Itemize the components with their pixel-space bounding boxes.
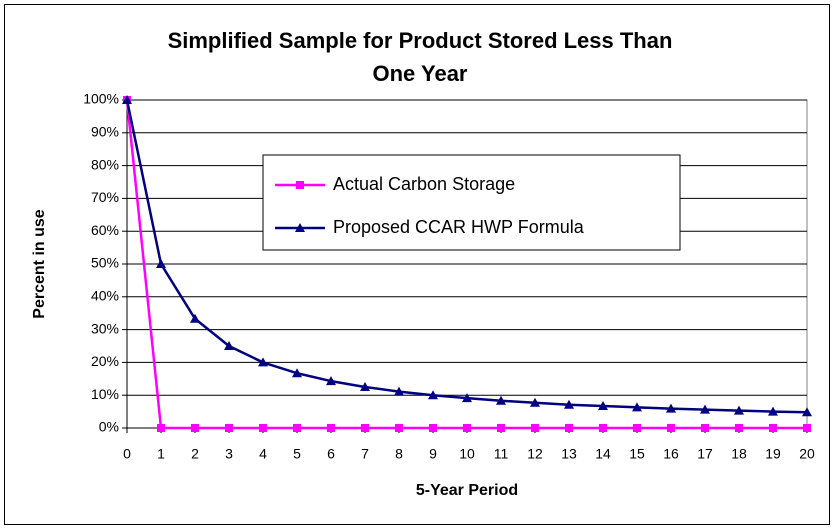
x-axis-label: 5-Year Period (416, 482, 518, 499)
y-tick-label: 60% (91, 222, 119, 238)
y-tick-label: 10% (91, 386, 119, 402)
legend (262, 154, 681, 251)
marker (428, 390, 438, 400)
marker (156, 259, 166, 268)
marker (803, 424, 811, 432)
legend-label: Proposed CCAR HWP Formula (333, 217, 585, 237)
y-tick-label: 30% (91, 320, 119, 336)
x-tick-label: 10 (459, 446, 475, 462)
marker (496, 395, 506, 405)
y-axis-label: Percent in use (31, 209, 48, 318)
marker (293, 424, 301, 432)
legend-label: Actual Carbon Storage (333, 174, 515, 194)
marker (565, 424, 573, 432)
y-tick-label: 100% (83, 91, 119, 107)
marker (530, 397, 540, 407)
marker (768, 406, 778, 416)
marker (769, 424, 777, 432)
x-tick-label: 18 (731, 446, 747, 462)
marker (531, 424, 539, 432)
y-tick-label: 70% (91, 189, 119, 205)
marker (701, 424, 709, 432)
marker (667, 424, 675, 432)
marker (191, 424, 199, 432)
chart-title: Simplified Sample for Product Stored Les… (168, 28, 673, 86)
marker (157, 424, 165, 432)
marker (259, 424, 267, 432)
x-tick-label: 17 (697, 446, 713, 462)
y-tick-label: 50% (91, 255, 119, 271)
marker (429, 424, 437, 432)
marker (122, 95, 132, 104)
marker (497, 424, 505, 432)
marker (734, 405, 744, 415)
marker (802, 407, 812, 417)
marker (224, 341, 234, 350)
x-tick-label: 4 (259, 446, 267, 462)
marker (463, 424, 471, 432)
marker (258, 357, 268, 367)
y-tick-label: 40% (91, 288, 119, 304)
marker (361, 424, 369, 432)
y-tick-label: 0% (99, 419, 119, 435)
marker (666, 403, 676, 413)
x-tick-label: 6 (327, 446, 335, 462)
marker (633, 424, 641, 432)
marker (462, 393, 472, 403)
marker (395, 424, 403, 432)
x-tick-label: 13 (561, 446, 577, 462)
x-tick-label: 1 (157, 446, 165, 462)
y-tick-label: 20% (91, 353, 119, 369)
x-tick-label: 11 (494, 446, 509, 462)
marker (327, 424, 335, 432)
x-tick-label: 8 (395, 446, 403, 462)
y-tick-label: 80% (91, 156, 119, 172)
x-tick-label: 3 (225, 446, 233, 462)
marker (599, 424, 607, 432)
x-tick-label: 12 (527, 446, 543, 462)
x-tick-label: 9 (429, 446, 437, 462)
x-tick-label: 0 (123, 446, 131, 462)
marker (225, 424, 233, 432)
marker (700, 404, 710, 414)
marker (190, 313, 200, 323)
x-tick-label: 7 (361, 446, 369, 462)
marker (564, 399, 574, 409)
x-tick-label: 2 (191, 446, 199, 462)
x-tick-label: 19 (765, 446, 781, 462)
y-tick-label: 90% (91, 124, 119, 140)
marker (360, 382, 370, 391)
marker (632, 402, 642, 412)
legend-marker (296, 181, 304, 189)
marker (292, 368, 302, 378)
x-tick-label: 15 (629, 446, 645, 462)
legend-marker (295, 223, 305, 232)
marker (326, 376, 336, 386)
x-tick-label: 5 (293, 446, 301, 462)
marker (598, 401, 608, 411)
x-tick-label: 16 (663, 446, 679, 462)
x-tick-label: 14 (595, 446, 611, 462)
marker (735, 424, 743, 432)
marker (394, 386, 404, 396)
x-tick-label: 20 (799, 446, 815, 462)
